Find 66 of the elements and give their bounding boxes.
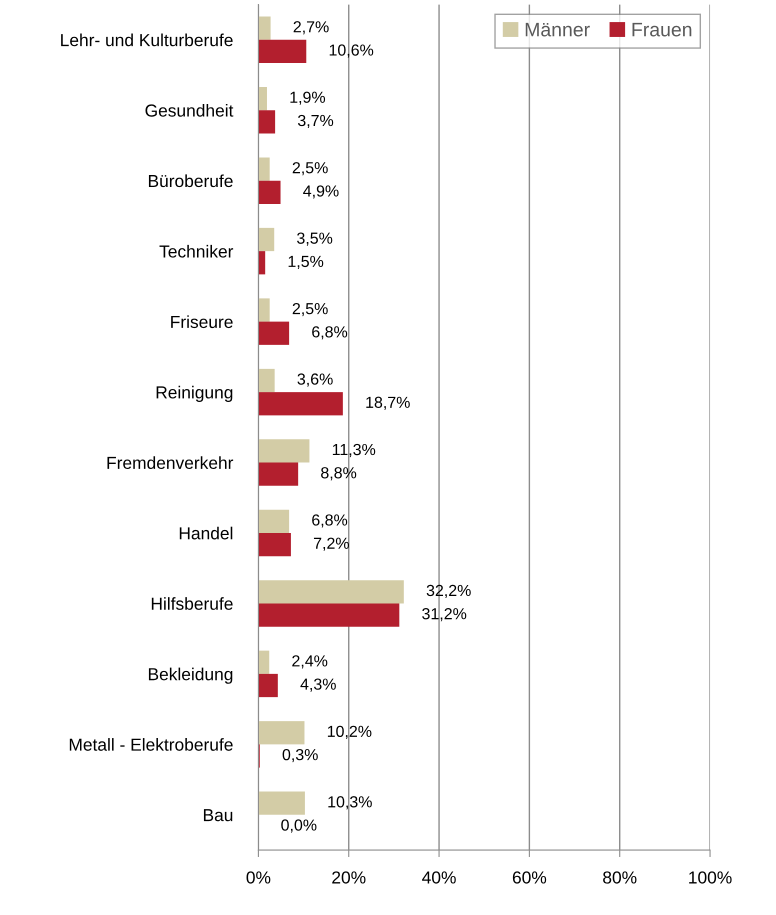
y-tick-label: Lehr- und Kulturberufe [61,34,233,46]
y-tick-label: Büroberufe [148,174,233,188]
bar [258,392,343,416]
bar [258,157,270,181]
bar [258,228,274,252]
bar [258,110,276,134]
bar [258,532,291,556]
data-label: 0,0% [281,819,316,833]
bar [258,674,278,698]
bar [258,16,271,40]
data-label: 10,6% [330,44,374,58]
data-label: 1,5% [288,256,324,269]
data-label: 6,8% [312,326,348,340]
y-tick-label: Friseure [171,315,233,328]
data-label: 3,6% [298,373,333,387]
x-tick-label: 40% [422,871,456,884]
bar [258,792,305,815]
data-label: 8,8% [321,467,356,480]
x-tick-label: 60% [512,871,546,884]
data-label: 2,4% [292,655,328,668]
data-label: 4,3% [300,678,336,692]
data-label: 10,2% [328,726,372,739]
bar [258,721,304,744]
x-tick-label: 100% [689,871,732,884]
y-tick-label: Reinigung [156,386,232,402]
bar [258,40,306,64]
data-label: 2,5% [292,162,328,176]
data-label: 1,9% [290,92,326,105]
x-tick-label: 0% [246,871,270,884]
data-label: 7,2% [314,538,349,551]
x-tick-label: 20% [332,871,366,884]
bar [258,322,290,345]
data-label: 18,7% [366,396,410,410]
y-tick-label: Gesundheit [145,104,234,117]
bar [258,298,270,322]
bar [258,180,281,204]
y-tick-label: Fremdenverkehr [107,456,234,469]
y-tick-label: Bau [204,809,232,822]
data-label: 32,2% [426,584,471,598]
bar [258,510,290,533]
data-label: 31,2% [422,608,466,622]
bar [258,603,400,627]
bar [258,87,267,110]
y-tick-label: Hilfsberufe [152,597,233,610]
bar [258,650,270,674]
bar [258,251,266,274]
data-label: 4,9% [303,185,339,199]
legend-label: Frauen [632,22,692,36]
data-label: 10,3% [328,796,372,810]
data-label: 2,7% [294,21,329,34]
bar [258,368,275,392]
y-tick-label: Techniker [160,244,234,258]
bar [258,439,310,463]
data-label: 6,8% [312,514,348,528]
y-tick-label: Handel [180,526,232,540]
data-label: 11,3% [332,444,376,458]
data-label: 3,5% [297,232,332,246]
data-label: 0,3% [282,748,318,762]
legend-label: Männer [526,22,590,36]
data-label: 2,5% [292,302,328,316]
bar [258,462,298,486]
x-tick-label: 80% [603,871,636,884]
bar [258,580,404,604]
y-tick-label: Metall - Elektroberufe [70,738,233,751]
y-tick-label: Bekleidung [148,668,232,684]
data-label: 3,7% [298,114,334,128]
